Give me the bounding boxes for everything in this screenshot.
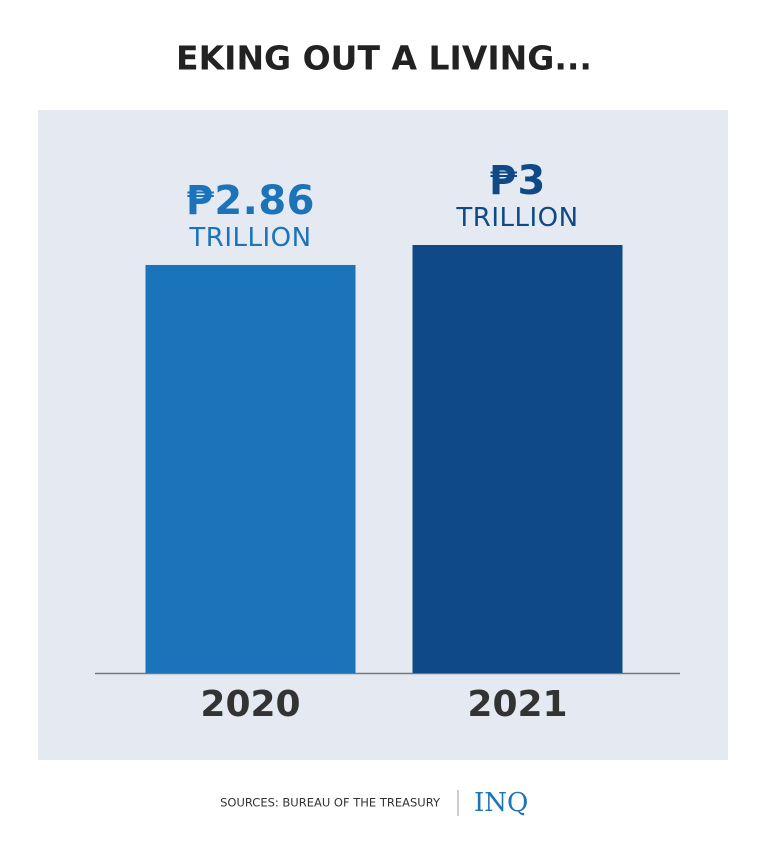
logo: INQ	[474, 788, 528, 818]
panel	[38, 110, 728, 760]
bar	[145, 264, 356, 673]
value-label: ₱2.86 TRILLION	[185, 177, 316, 253]
chart-title: EKING OUT A LIVING...	[176, 39, 592, 78]
source: SOURCES: BUREAU OF THE TREASURY	[220, 796, 441, 810]
bar	[412, 245, 623, 673]
x-tick-label: 2021	[467, 684, 567, 725]
value-label: ₱3 TRILLION	[456, 158, 579, 233]
x-tick-label: 2020	[200, 684, 300, 725]
